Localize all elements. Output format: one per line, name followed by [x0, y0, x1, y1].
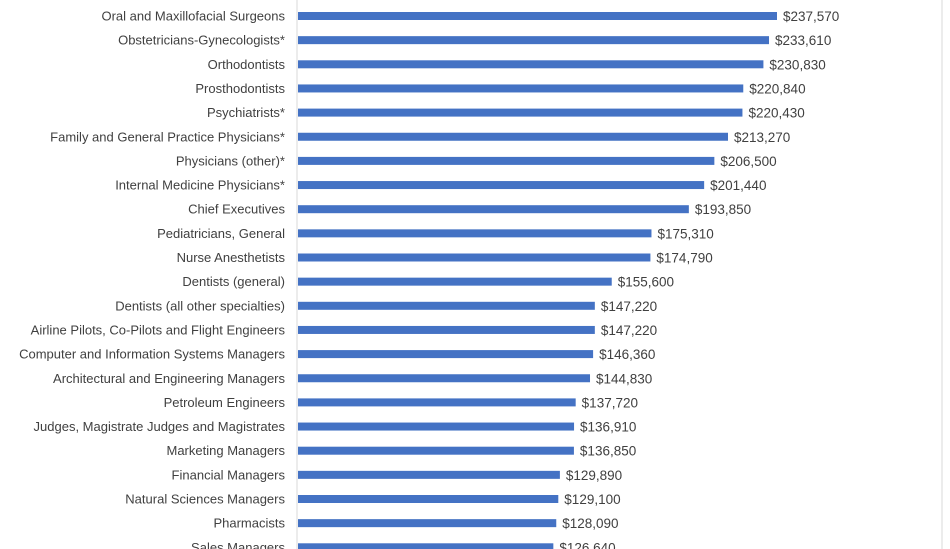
- value-label: $147,220: [601, 323, 657, 338]
- value-label: $213,270: [734, 130, 790, 145]
- bars-layer: Oral and Maxillofacial Surgeons $237,570 O…: [19, 9, 839, 549]
- bar: [298, 543, 554, 549]
- value-label: $144,830: [596, 371, 652, 386]
- category-label: Physicians (other)*: [176, 153, 285, 168]
- value-label: $136,910: [580, 420, 636, 435]
- bar: [298, 181, 705, 190]
- value-label: $230,830: [769, 57, 825, 72]
- value-label: $193,850: [695, 202, 751, 217]
- category-label: Judges, Magistrate Judges and Magistrate…: [34, 419, 286, 434]
- category-label: Prosthodontists: [195, 81, 285, 96]
- bar: [298, 495, 559, 503]
- bar: [298, 350, 594, 359]
- bar: [298, 253, 651, 262]
- value-label: $233,610: [775, 33, 831, 48]
- value-label: $155,600: [618, 275, 674, 290]
- bar: [298, 398, 576, 407]
- bar: [298, 301, 595, 310]
- category-label: Oral and Maxillofacial Surgeons: [101, 9, 285, 24]
- value-label: $129,100: [564, 492, 620, 507]
- value-label: $220,840: [749, 81, 805, 96]
- value-label: $137,720: [582, 395, 638, 410]
- bar: [298, 205, 689, 214]
- category-label: Dentists (all other specialties): [115, 298, 285, 313]
- category-label: Dentists (general): [182, 274, 285, 289]
- category-label: Pediatricians, General: [157, 226, 285, 241]
- category-label: Marketing Managers: [167, 443, 286, 458]
- bar: [298, 277, 612, 286]
- category-label: Sales Managers: [191, 540, 285, 549]
- bar: [298, 374, 591, 383]
- value-label: $206,500: [720, 154, 776, 169]
- value-label: $128,090: [562, 516, 618, 531]
- bar: [298, 229, 652, 238]
- category-label: Architectural and Engineering Managers: [53, 371, 285, 386]
- bar: [298, 132, 729, 141]
- bar: [298, 60, 764, 69]
- category-label: Airline Pilots, Co-Pilots and Flight Eng…: [31, 322, 286, 337]
- category-label: Computer and Information Systems Manager…: [19, 347, 285, 362]
- bar: [298, 84, 744, 93]
- value-label: $146,360: [599, 347, 655, 362]
- category-label: Petroleum Engineers: [164, 395, 286, 410]
- category-label: Nurse Anesthetists: [177, 250, 286, 265]
- value-label: $147,220: [601, 299, 657, 314]
- bar: [298, 422, 575, 431]
- category-label: Internal Medicine Physicians*: [115, 178, 285, 193]
- category-label: Orthodontists: [208, 57, 286, 72]
- value-label: $175,310: [657, 226, 713, 241]
- value-label: $201,440: [710, 178, 766, 193]
- category-label: Family and General Practice Physicians*: [50, 129, 285, 144]
- value-label: $174,790: [656, 251, 712, 266]
- bar: [298, 446, 574, 455]
- value-label: $220,430: [748, 106, 804, 121]
- value-label: $136,850: [580, 444, 636, 459]
- value-label: $237,570: [783, 9, 839, 24]
- bar: [298, 325, 595, 334]
- value-label: $129,890: [566, 468, 622, 483]
- category-label: Financial Managers: [172, 467, 286, 482]
- category-label: Obstetricians-Gynecologists*: [118, 33, 285, 48]
- bar: [298, 519, 557, 528]
- bar: [298, 108, 743, 117]
- category-label: Chief Executives: [188, 202, 285, 217]
- bar: [298, 36, 770, 45]
- bar: [298, 12, 777, 20]
- value-label: $126,640: [559, 540, 615, 549]
- bar: [298, 470, 560, 479]
- category-label: Pharmacists: [213, 516, 285, 531]
- category-label: Natural Sciences Managers: [125, 492, 285, 507]
- bar: [298, 156, 715, 165]
- category-label: Psychiatrists*: [207, 105, 285, 120]
